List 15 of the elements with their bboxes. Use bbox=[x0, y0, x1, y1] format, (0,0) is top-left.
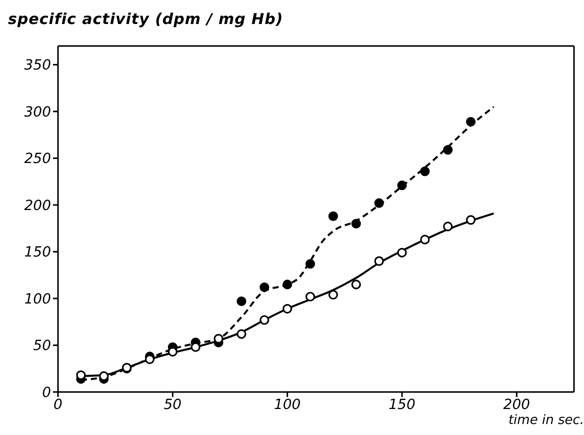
y-tick-label: 100 bbox=[24, 291, 52, 308]
x-tick-label: 150 bbox=[388, 396, 416, 413]
y-tick-label: 150 bbox=[24, 244, 52, 261]
y-axis-title: specific activity (dpm / mg Hb) bbox=[8, 10, 292, 28]
y-tick-label: 200 bbox=[24, 198, 52, 214]
y-tick-label: 300 bbox=[24, 104, 52, 120]
x-tick-label: 0 bbox=[54, 396, 63, 413]
y-tick-label: 0 bbox=[42, 384, 52, 401]
x-tick-label: 200 bbox=[503, 396, 530, 413]
x-tick-label: 100 bbox=[274, 396, 301, 413]
y-tick-label: 350 bbox=[24, 58, 52, 74]
y-tick-label: 250 bbox=[24, 151, 52, 168]
x-axis-title: time in sec. bbox=[508, 413, 584, 428]
y-tick-label: 50 bbox=[33, 338, 52, 354]
x-tick-label: 50 bbox=[164, 396, 182, 413]
